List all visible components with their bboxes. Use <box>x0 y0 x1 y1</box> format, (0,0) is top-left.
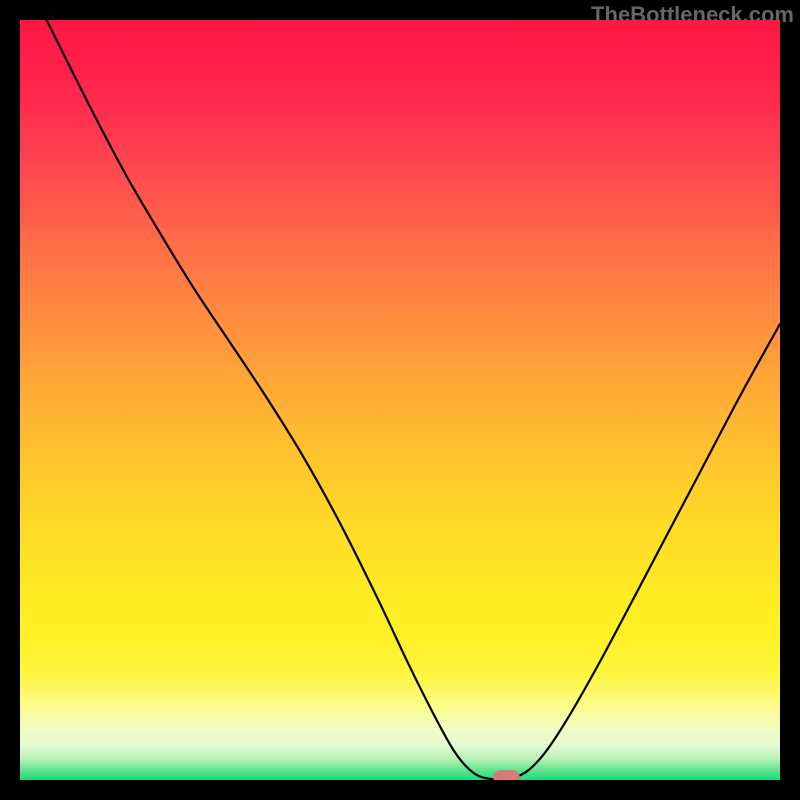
plot-area <box>20 20 780 780</box>
bottleneck-chart <box>20 20 780 780</box>
optimal-marker <box>493 770 520 780</box>
gradient-background <box>20 20 780 780</box>
chart-container: TheBottleneck.com <box>0 0 800 800</box>
